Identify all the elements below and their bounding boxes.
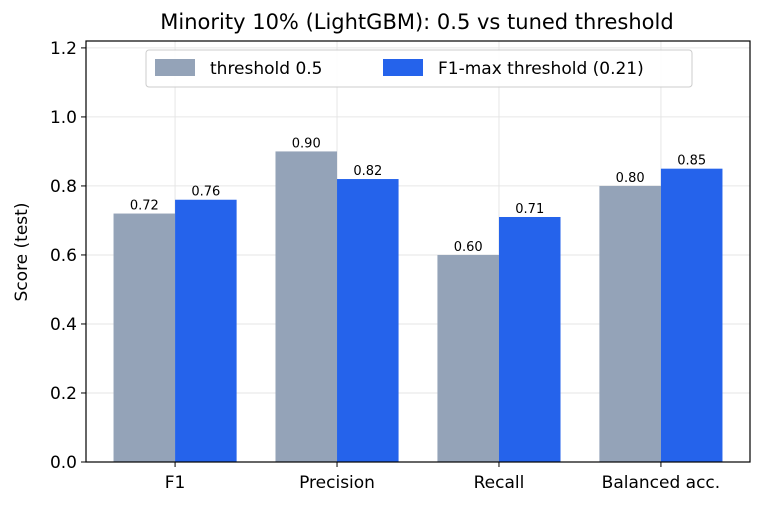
- bar-f1-max-3: [660, 168, 723, 462]
- data-label: 0.71: [515, 202, 544, 217]
- y-tick-label: 0.2: [50, 384, 77, 404]
- x-axis-ticks: F1 Precision Recall Balanced acc.: [165, 462, 720, 493]
- x-tick-label: Precision: [299, 473, 375, 493]
- bar-threshold-0-5-3: [599, 185, 661, 462]
- data-label: 0.90: [292, 136, 321, 151]
- plot-frame: [85, 40, 751, 463]
- bar-f1-max-0: [175, 199, 237, 462]
- x-tick-label: F1: [165, 473, 186, 493]
- data-label: 0.72: [130, 199, 159, 214]
- data-label: 0.85: [677, 154, 706, 169]
- legend: threshold 0.5 F1-max threshold (0.21): [145, 49, 693, 88]
- legend-swatch: [155, 59, 195, 76]
- bar-threshold-0-5-2: [437, 254, 499, 462]
- x-tick-label: Recall: [474, 473, 525, 493]
- bars-group: [113, 151, 723, 463]
- bar-threshold-0-5-0: [113, 213, 176, 462]
- y-tick-label: 0.0: [50, 453, 77, 473]
- data-label: 0.76: [191, 185, 220, 200]
- legend-swatch: [383, 59, 423, 76]
- data-labels-group: 0.72 0.90 0.60 0.80 0.76 0.82 0.71 0.85: [130, 136, 706, 255]
- y-tick-label: 0.4: [50, 315, 77, 335]
- y-tick-label: 0.8: [50, 177, 77, 197]
- data-label: 0.80: [616, 171, 645, 186]
- y-axis-label: Score (test): [12, 203, 32, 302]
- data-label: 0.82: [353, 164, 382, 179]
- y-tick-label: 1.0: [50, 108, 77, 128]
- bar-f1-max-2: [498, 216, 561, 462]
- y-axis-ticks: 0.0 0.2 0.4 0.6 0.8 1.0 1.2: [50, 39, 86, 473]
- legend-label: threshold 0.5: [210, 59, 323, 79]
- x-tick-label: Balanced acc.: [602, 473, 721, 493]
- bar-f1-max-1: [337, 179, 399, 463]
- y-tick-label: 0.6: [50, 246, 77, 266]
- y-tick-label: 1.2: [50, 39, 77, 59]
- legend-label: F1-max threshold (0.21): [438, 59, 644, 79]
- bar-threshold-0-5-1: [275, 151, 338, 463]
- data-label: 0.60: [454, 240, 483, 255]
- chart-title: Minority 10% (LightGBM): 0.5 vs tuned th…: [160, 10, 673, 34]
